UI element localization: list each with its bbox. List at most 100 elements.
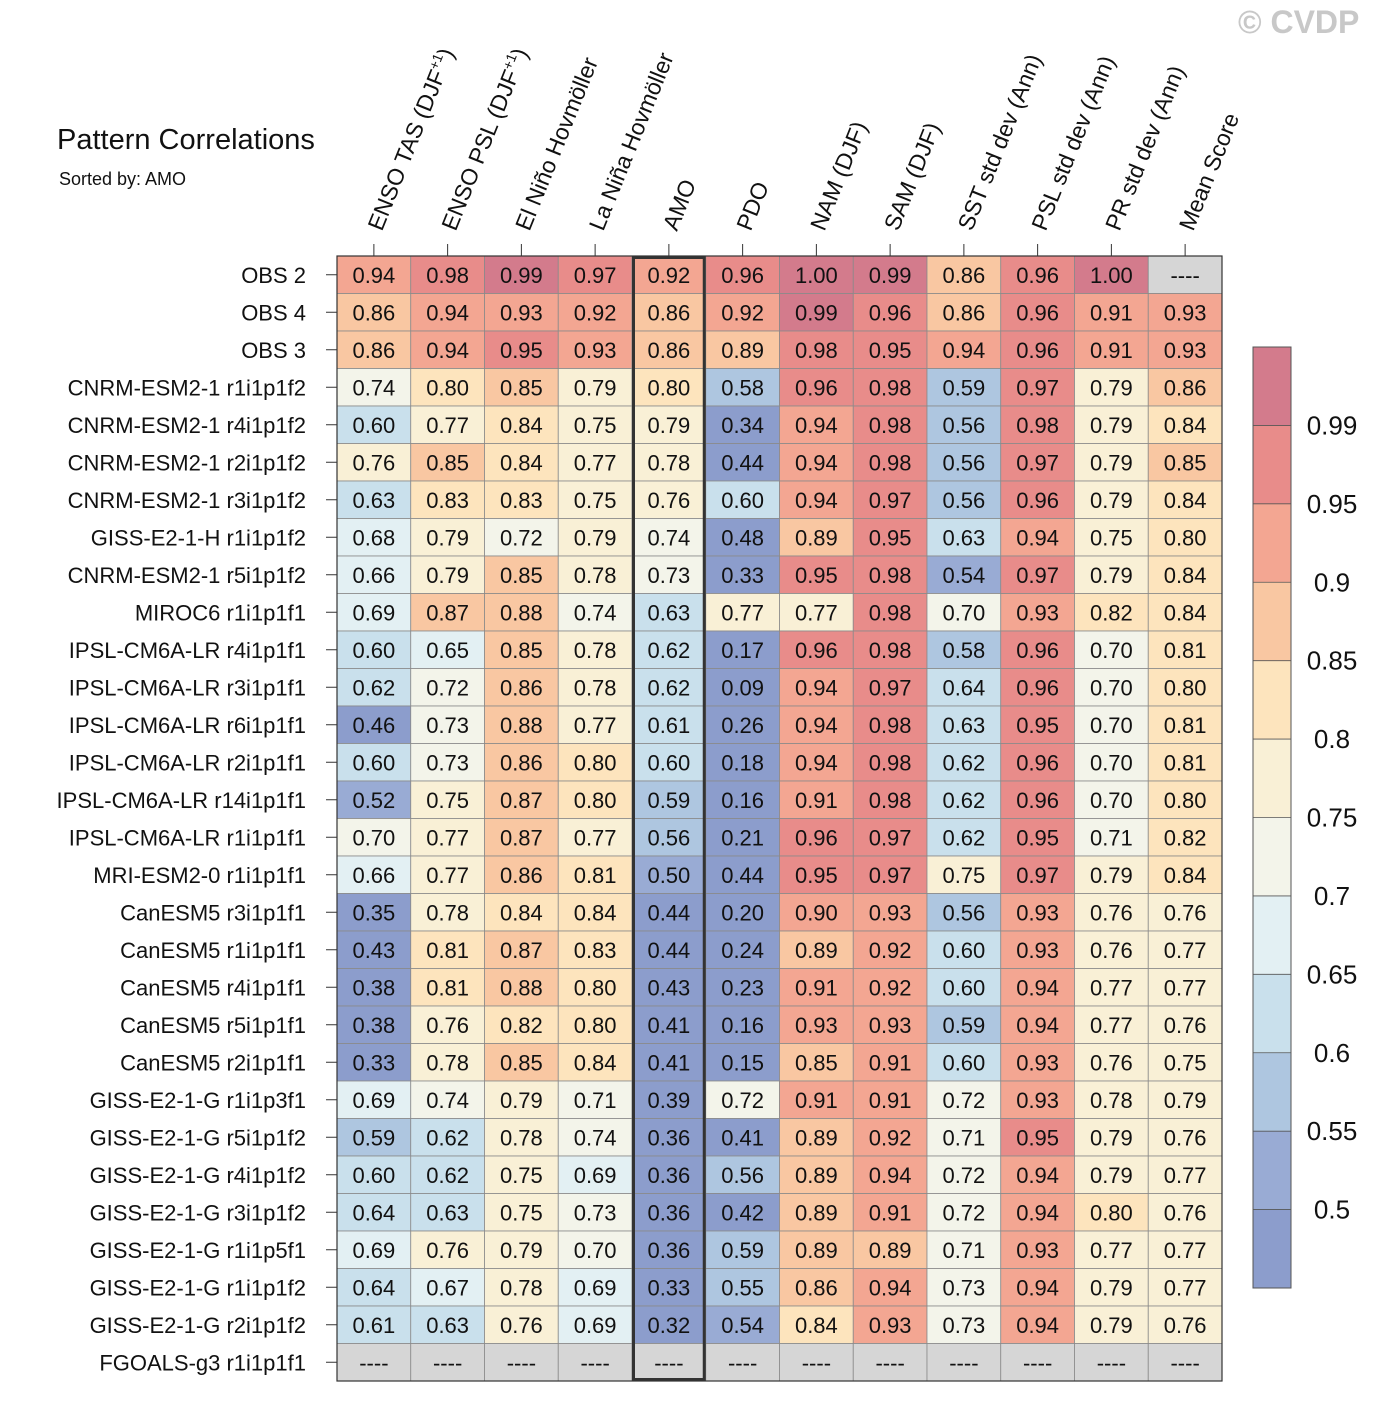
cell-value: 0.82 bbox=[1164, 825, 1207, 850]
cell-value: 0.98 bbox=[869, 375, 912, 400]
cell-value: 0.93 bbox=[1016, 600, 1059, 625]
cell-value: 0.96 bbox=[721, 263, 764, 288]
cell-value: 0.96 bbox=[1016, 788, 1059, 813]
heatmap-cell bbox=[1074, 1305, 1149, 1344]
cell-value: 0.46 bbox=[352, 713, 395, 738]
cell-value: 0.74 bbox=[647, 525, 690, 550]
heatmap-cell bbox=[779, 630, 854, 669]
row-label: CanESM5 r3i1p1f1 bbox=[120, 900, 306, 925]
heatmap-cell bbox=[1000, 330, 1075, 369]
heatmap-cell bbox=[1147, 518, 1223, 557]
colorbar-segment bbox=[1253, 582, 1291, 661]
cell-value: 0.78 bbox=[1090, 1088, 1133, 1113]
cell-value: 0.79 bbox=[1090, 488, 1133, 513]
heatmap-cell bbox=[484, 668, 559, 707]
chart-title: Pattern Correlations bbox=[57, 124, 315, 156]
cell-value: 0.78 bbox=[574, 675, 617, 700]
cell-value: 0.86 bbox=[352, 338, 395, 363]
cell-value: 0.80 bbox=[574, 788, 617, 813]
row-label: CNRM-ESM2-1 r3i1p1f2 bbox=[68, 488, 306, 513]
heatmap-cell bbox=[705, 743, 780, 782]
heatmap-cell bbox=[1074, 293, 1149, 332]
cell-value: 0.80 bbox=[1090, 1200, 1133, 1225]
cell-value: 0.94 bbox=[1016, 1200, 1059, 1225]
cell-value: 0.74 bbox=[426, 1088, 469, 1113]
cell-value: 0.77 bbox=[1090, 975, 1133, 1000]
heatmap-cell bbox=[1147, 743, 1223, 782]
cell-value: 0.93 bbox=[1016, 1088, 1059, 1113]
cell-value: 0.75 bbox=[574, 413, 617, 438]
cell-value: ---- bbox=[1097, 1350, 1126, 1375]
row-label: CanESM5 r2i1p1f1 bbox=[120, 1050, 306, 1075]
row-label: GISS-E2-1-G r2i1p1f2 bbox=[90, 1313, 306, 1338]
heatmap-cell bbox=[705, 630, 780, 669]
row-label: IPSL-CM6A-LR r3i1p1f1 bbox=[69, 675, 306, 700]
heatmap-cell bbox=[1147, 1343, 1223, 1382]
cell-value: 0.94 bbox=[426, 300, 469, 325]
cell-value: 0.87 bbox=[500, 825, 543, 850]
cell-value: 0.76 bbox=[1090, 900, 1133, 925]
cell-value: 0.99 bbox=[500, 263, 543, 288]
cell-value: 0.93 bbox=[1016, 938, 1059, 963]
colorbar-label: 0.75 bbox=[1307, 803, 1358, 833]
cell-value: 0.93 bbox=[500, 300, 543, 325]
cell-value: 0.77 bbox=[1164, 938, 1207, 963]
cell-value: 0.94 bbox=[795, 750, 838, 775]
heatmap-cell bbox=[1074, 255, 1149, 294]
cell-value: 0.79 bbox=[574, 525, 617, 550]
heatmap-cell bbox=[779, 1005, 854, 1044]
cell-value: ---- bbox=[580, 1350, 609, 1375]
heatmap-cell bbox=[557, 405, 633, 444]
cell-value: 0.95 bbox=[795, 563, 838, 588]
cell-value: 0.16 bbox=[721, 1013, 764, 1038]
heatmap-cell bbox=[557, 968, 633, 1007]
cell-value: 0.35 bbox=[352, 900, 395, 925]
cell-value: 0.98 bbox=[795, 338, 838, 363]
cell-value: 0.79 bbox=[647, 413, 690, 438]
cell-value: 0.23 bbox=[721, 975, 764, 1000]
cell-value: ---- bbox=[359, 1350, 388, 1375]
row-label: MIROC6 r1i1p1f1 bbox=[135, 600, 306, 625]
cell-value: ---- bbox=[1023, 1350, 1052, 1375]
cell-value: 0.81 bbox=[1164, 750, 1207, 775]
cell-value: 0.70 bbox=[1090, 750, 1133, 775]
cell-value: 0.70 bbox=[942, 600, 985, 625]
cell-value: 0.71 bbox=[574, 1088, 617, 1113]
cell-value: 0.88 bbox=[500, 975, 543, 1000]
cell-value: 0.89 bbox=[869, 1238, 912, 1263]
heatmap-cell bbox=[705, 555, 780, 594]
cell-value: 0.93 bbox=[1016, 1238, 1059, 1263]
heatmap-cell bbox=[336, 855, 412, 894]
heatmap-cell bbox=[852, 630, 928, 669]
cell-value: 0.91 bbox=[869, 1050, 912, 1075]
cell-value: 0.79 bbox=[1090, 375, 1133, 400]
heatmap-cell bbox=[852, 1080, 928, 1119]
heatmap-cell bbox=[1000, 780, 1075, 819]
heatmap-cell bbox=[557, 743, 633, 782]
cell-value: 0.98 bbox=[869, 450, 912, 475]
cell-value: 0.80 bbox=[647, 375, 690, 400]
column-label: SAM (DJF) bbox=[879, 119, 946, 234]
heatmap-cell bbox=[410, 1193, 485, 1232]
cell-value: 0.64 bbox=[352, 1275, 395, 1300]
heatmap-cell bbox=[926, 480, 1002, 519]
cell-value: ---- bbox=[949, 1350, 978, 1375]
cell-value: 0.76 bbox=[1164, 1013, 1207, 1038]
cell-value: 0.97 bbox=[1016, 450, 1059, 475]
row-label: GISS-E2-1-G r4i1p1f2 bbox=[90, 1163, 306, 1188]
heatmap-cell bbox=[779, 1193, 854, 1232]
heatmap-cell bbox=[484, 1230, 559, 1269]
heatmap-cell bbox=[410, 818, 485, 857]
cell-value: 0.98 bbox=[869, 413, 912, 438]
heatmap-cell bbox=[336, 1305, 412, 1344]
heatmap-cell bbox=[705, 1118, 780, 1157]
cell-value: 0.95 bbox=[795, 863, 838, 888]
heatmap-cell bbox=[705, 368, 780, 407]
heatmap-cell bbox=[926, 968, 1002, 1007]
heatmap-cell bbox=[1147, 1230, 1223, 1269]
heatmap-cell bbox=[557, 480, 633, 519]
cell-value: 0.32 bbox=[647, 1313, 690, 1338]
cell-value: 0.62 bbox=[426, 1163, 469, 1188]
heatmap-cell bbox=[336, 668, 412, 707]
heatmap-cell bbox=[779, 743, 854, 782]
